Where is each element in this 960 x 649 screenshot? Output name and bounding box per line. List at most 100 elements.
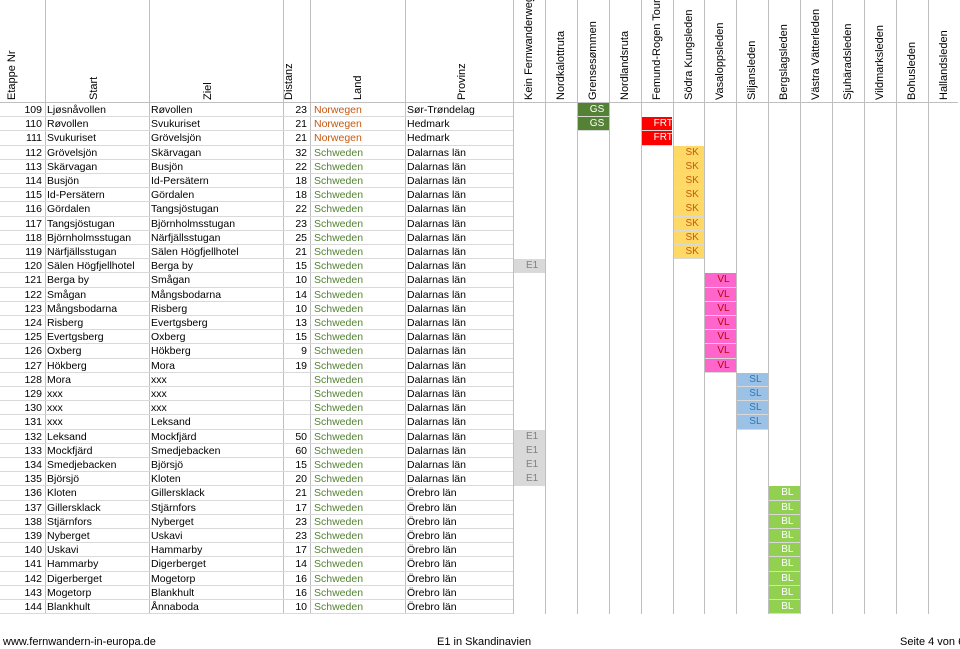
distance xyxy=(283,387,310,402)
province: Dalarnas län xyxy=(405,302,513,316)
etappe-nr: 141 xyxy=(0,557,45,572)
province: Dalarnas län xyxy=(405,472,513,487)
trail-badge-e1: E1 xyxy=(514,259,545,274)
distance: 20 xyxy=(283,472,310,487)
country: Schweden xyxy=(310,160,405,174)
ziel-place: Smågan xyxy=(149,273,283,288)
header-trail-label: Hallandsleden xyxy=(937,30,950,100)
grid-line xyxy=(895,0,897,615)
trail-badge-frt: FRT xyxy=(641,131,673,146)
country: Schweden xyxy=(310,288,405,302)
distance: 15 xyxy=(283,259,310,274)
province: Dalarnas län xyxy=(405,401,513,416)
province: Sør-Trøndelag xyxy=(405,103,513,118)
distance: 17 xyxy=(283,501,310,515)
etappe-nr: 118 xyxy=(0,231,45,245)
distance: 22 xyxy=(283,202,310,217)
start-place: Stjärnfors xyxy=(45,515,149,529)
start-place: Björnholmsstugan xyxy=(45,231,149,245)
etappe-nr: 110 xyxy=(0,117,45,132)
trail-badge-sk: SK xyxy=(673,245,705,260)
distance: 21 xyxy=(283,245,310,260)
distance: 13 xyxy=(283,316,310,331)
province: Örebro län xyxy=(405,586,513,600)
ziel-place: Berga by xyxy=(149,259,283,274)
grid-line xyxy=(736,0,738,615)
province: Dalarnas län xyxy=(405,245,513,260)
start-place: Oxberg xyxy=(45,344,149,359)
etappe-nr: 116 xyxy=(0,202,45,217)
country: Schweden xyxy=(310,515,405,529)
distance: 14 xyxy=(283,288,310,302)
country: Schweden xyxy=(310,330,405,345)
distance: 22 xyxy=(283,160,310,174)
distance: 23 xyxy=(283,103,310,118)
ziel-place: xxx xyxy=(149,401,283,416)
country: Schweden xyxy=(310,146,405,160)
ziel-place: Kloten xyxy=(149,472,283,487)
grid-line xyxy=(45,0,46,615)
trail-badge-vl: VL xyxy=(705,358,737,373)
grid-line xyxy=(704,0,706,615)
start-place: xxx xyxy=(45,401,149,416)
trail-badge-vl: VL xyxy=(705,273,737,288)
header-trail-label: Grensesømmen xyxy=(586,21,599,100)
etappe-nr: 126 xyxy=(0,344,45,359)
country: Schweden xyxy=(310,217,405,231)
start-place: xxx xyxy=(45,415,149,430)
distance: 23 xyxy=(283,217,310,231)
ziel-place: Björnholmsstugan xyxy=(149,217,283,231)
trail-badge-bl: BL xyxy=(769,557,801,572)
trail-badge-e1: E1 xyxy=(514,472,545,487)
grid-line xyxy=(927,0,929,615)
etappe-nr: 132 xyxy=(0,430,45,444)
distance xyxy=(283,373,310,387)
trail-badge-bl: BL xyxy=(769,571,801,586)
country: Schweden xyxy=(310,572,405,586)
ziel-place: Gördalen xyxy=(149,188,283,203)
etappe-nr: 127 xyxy=(0,359,45,373)
header-land-text: Land xyxy=(352,75,364,100)
ziel-place: Gillersklack xyxy=(149,486,283,501)
country: Schweden xyxy=(310,273,405,288)
ziel-place: Skärvagan xyxy=(149,146,283,160)
header-trail-label: Bohusleden xyxy=(905,41,918,100)
header-provinz-text: Provinz xyxy=(456,63,468,100)
etappe-nr: 133 xyxy=(0,444,45,458)
etappe-nr: 119 xyxy=(0,245,45,260)
etappe-nr: 144 xyxy=(0,600,45,615)
ziel-place: xxx xyxy=(149,373,283,387)
country: Schweden xyxy=(310,174,405,189)
country: Schweden xyxy=(310,359,405,373)
province: Dalarnas län xyxy=(405,174,513,189)
etappe-nr: 120 xyxy=(0,259,45,274)
start-place: Mogetorp xyxy=(45,586,149,600)
country: Schweden xyxy=(310,486,405,501)
etappe-nr: 143 xyxy=(0,586,45,600)
trail-badge-vl: VL xyxy=(705,344,737,359)
distance: 21 xyxy=(283,486,310,501)
country: Schweden xyxy=(310,202,405,217)
trail-badge-bl: BL xyxy=(769,543,801,558)
etappe-nr: 109 xyxy=(0,103,45,118)
distance xyxy=(283,415,310,430)
etappe-nr: 121 xyxy=(0,273,45,288)
etappe-nr: 130 xyxy=(0,401,45,416)
ziel-place: Hammarby xyxy=(149,543,283,558)
header-trail-label: Bergslagsleden xyxy=(778,24,791,100)
distance: 17 xyxy=(283,543,310,558)
header-trail-label: Vildmarksleden xyxy=(873,24,886,100)
start-place: Gördalen xyxy=(45,202,149,217)
province: Örebro län xyxy=(405,486,513,501)
start-place: Mångsbodarna xyxy=(45,302,149,316)
trail-badge-gs: GS xyxy=(577,117,609,132)
etappe-nr: 134 xyxy=(0,458,45,473)
grid-line xyxy=(149,0,150,615)
ziel-place: Mångsbodarna xyxy=(149,288,283,302)
trail-badge-bl: BL xyxy=(769,500,801,515)
province: Dalarnas län xyxy=(405,444,513,458)
country: Schweden xyxy=(310,245,405,260)
country: Schweden xyxy=(310,430,405,444)
start-place: Smågan xyxy=(45,288,149,302)
distance: 60 xyxy=(283,444,310,458)
